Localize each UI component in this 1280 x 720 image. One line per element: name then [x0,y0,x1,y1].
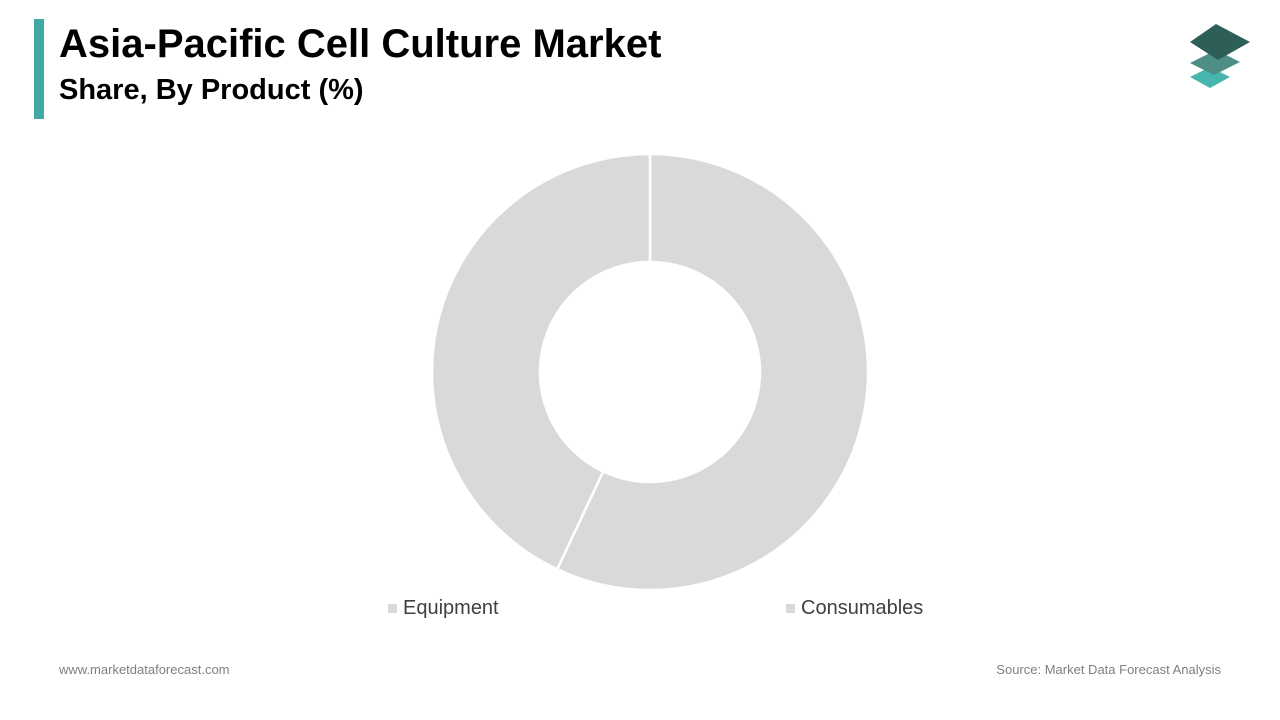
logo-layer-middle [1190,50,1240,75]
legend-label-consumables: Consumables [801,596,924,619]
accent-bar [34,19,44,119]
legend-swatch-equipment [388,603,397,613]
donut-slice-equipment [430,152,652,571]
footer-website: www.marketdataforecast.com [59,662,230,677]
legend-label-equipment: Equipment [403,596,499,619]
page-title: Asia-Pacific Cell Culture Market [59,22,662,66]
footer-source: Source: Market Data Forecast Analysis [996,662,1221,677]
logo-layer-bottom [1190,67,1230,88]
donut-slice-consumables [555,152,870,592]
legend-item-consumables: Consumables [786,596,923,620]
logo-layer-top [1190,24,1250,60]
stacked-layers-icon [1190,24,1250,88]
legend-item-equipment: Equipment [388,596,499,620]
page-subtitle: Share, By Product (%) [59,74,364,106]
legend-swatch-consumables [786,603,795,613]
